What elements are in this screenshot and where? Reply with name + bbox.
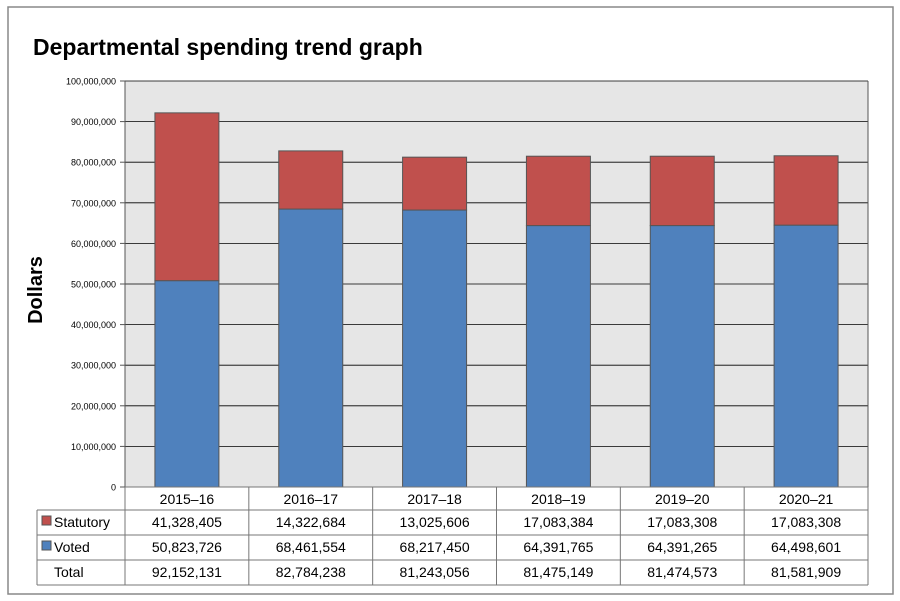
chart-title: Departmental spending trend graph [33,34,423,60]
bar-voted-2015–16 [154,280,220,488]
y-tick-label: 100,000,000 [66,77,116,87]
x-category-label: 2019–20 [655,491,710,507]
y-tick-label: 20,000,000 [71,401,116,411]
legend-label-statutory: Statutory [54,514,110,530]
bar-voted-2018–19 [525,225,591,488]
data-label-total: 81,581,909 [771,564,841,580]
y-tick-label: 90,000,000 [71,117,116,127]
legend-swatch-voted [41,540,52,551]
data-label-statutory: 41,328,405 [152,514,222,530]
data-label-statutory: 17,083,308 [647,514,717,530]
y-tick-label: 10,000,000 [71,442,116,452]
y-tick-label: 60,000,000 [71,239,116,249]
data-label-total: 81,474,573 [647,564,717,580]
data-label-statutory: 17,083,384 [523,514,593,530]
x-category-label: 2015–16 [160,491,215,507]
data-label-voted: 50,823,726 [152,539,222,555]
x-category-label: 2020–21 [779,491,834,507]
y-tick-label: 50,000,000 [71,280,116,290]
data-label-total: 81,243,056 [400,564,470,580]
bar-statutory-2017–18 [402,156,468,211]
x-category-label: 2016–17 [283,491,338,507]
total-row-label: Total [54,564,84,580]
bar-statutory-2020–21 [773,155,839,226]
data-label-statutory: 14,322,684 [276,514,346,530]
bar-voted-2020–21 [773,224,839,488]
y-axis-label: Dollars [25,256,47,324]
data-label-total: 82,784,238 [276,564,346,580]
data-label-voted: 64,391,265 [647,539,717,555]
data-label-voted: 68,461,554 [276,539,346,555]
y-tick-label: 30,000,000 [71,361,116,371]
y-tick-label: 80,000,000 [71,158,116,168]
data-label-voted: 64,391,765 [523,539,593,555]
data-label-statutory: 17,083,308 [771,514,841,530]
bar-voted-2019–20 [649,225,715,488]
bar-statutory-2016–17 [278,150,344,210]
bar-voted-2016–17 [278,208,344,488]
x-category-label: 2018–19 [531,491,586,507]
legend-swatch-statutory [41,515,52,526]
data-label-total: 92,152,131 [152,564,222,580]
bar-statutory-2019–20 [649,155,715,227]
data-label-voted: 64,498,601 [771,539,841,555]
bar-voted-2017–18 [402,209,468,488]
data-label-total: 81,475,149 [523,564,593,580]
bar-statutory-2015–16 [154,112,220,282]
bar-statutory-2018–19 [525,155,591,227]
x-category-label: 2017–18 [407,491,462,507]
data-label-statutory: 13,025,606 [400,514,470,530]
y-tick-label: 70,000,000 [71,198,116,208]
y-tick-label: 40,000,000 [71,320,116,330]
y-tick-label: 0 [111,483,116,493]
legend-label-voted: Voted [54,539,90,555]
data-label-voted: 68,217,450 [400,539,470,555]
